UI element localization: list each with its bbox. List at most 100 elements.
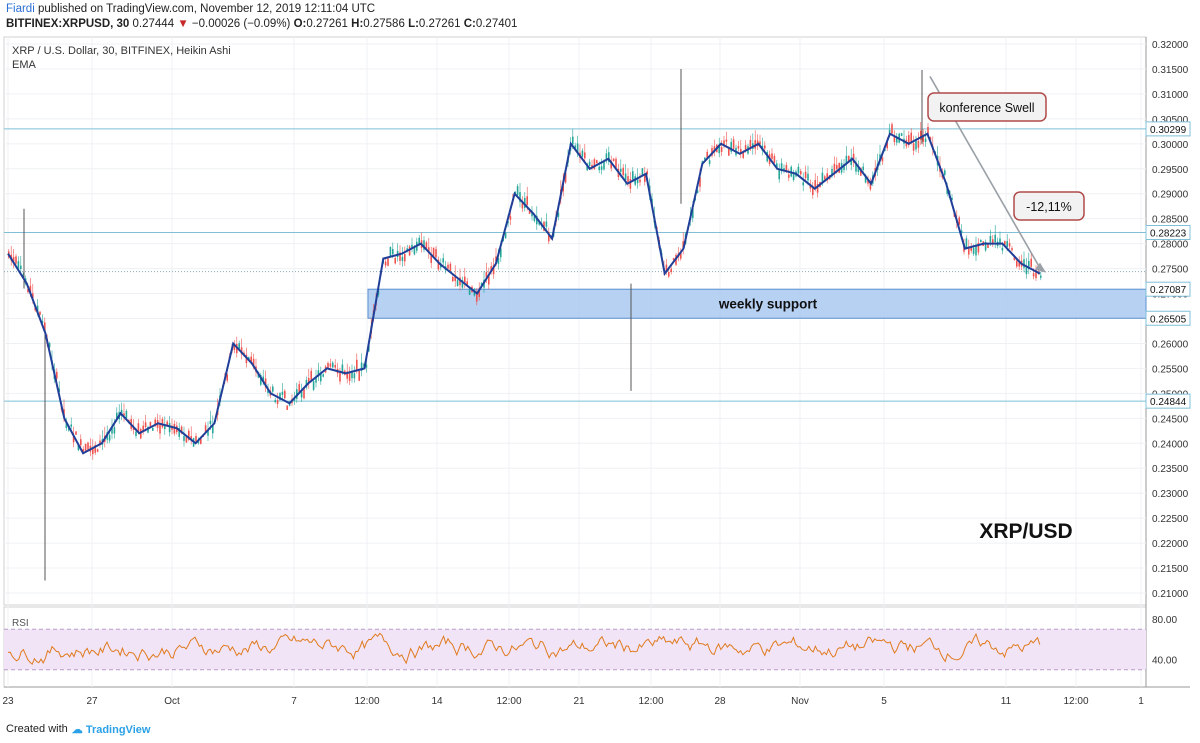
created-with-text: Created with: [6, 723, 68, 735]
candle-body: [612, 158, 615, 162]
candle-body: [826, 173, 828, 181]
candle-body: [308, 378, 310, 384]
candle-body: [418, 237, 420, 245]
candle-body: [1008, 243, 1011, 247]
candle-body: [411, 244, 413, 248]
annotations[interactable]: konference Swell -12,11%: [927, 76, 1085, 273]
high-value: 0.27586: [363, 18, 405, 30]
candle-body: [718, 144, 720, 154]
candle-body: [252, 358, 255, 367]
main-pane-frame: [3, 36, 1147, 606]
candle-body: [812, 188, 814, 195]
time-tick-label: 5: [881, 696, 887, 707]
support-zone-rect[interactable]: [367, 288, 1147, 319]
candle-body: [274, 400, 276, 403]
candle-body: [233, 345, 236, 350]
candle-body: [989, 235, 992, 243]
candle-body: [893, 136, 896, 143]
candle-body: [428, 247, 430, 254]
candle-body: [867, 180, 869, 184]
price-label-text: 0.30299: [1150, 125, 1187, 136]
candle-body: [548, 232, 550, 242]
candle-body: [447, 264, 449, 269]
ema-line[interactable]: [7, 132, 1041, 455]
author-name[interactable]: Fiardi: [6, 3, 35, 15]
candle-body: [862, 166, 864, 170]
candle-body: [591, 164, 593, 168]
candle-body: [992, 239, 994, 245]
candle-body: [720, 147, 723, 152]
time-tick-label: 27: [86, 696, 98, 707]
candle-body: [166, 421, 168, 426]
price-label-box: [1145, 393, 1191, 409]
price-tick-label: 0.28000: [1152, 240, 1189, 251]
candle-body: [912, 143, 915, 151]
candle-body: [56, 371, 58, 379]
event-callout-box[interactable]: [927, 92, 1047, 122]
time-tick-label: 7: [291, 696, 297, 707]
candle-body: [461, 280, 464, 288]
candle-body: [449, 263, 452, 271]
drop-callout-box[interactable]: [1013, 191, 1085, 221]
candle-body: [668, 271, 670, 277]
candle-body: [264, 378, 267, 388]
candle-body: [1028, 260, 1030, 270]
candle-body: [70, 424, 72, 427]
rsi-line[interactable]: [7, 632, 1041, 666]
time-tick-label: Nov: [791, 696, 809, 707]
candle-body: [298, 384, 300, 392]
candle-body: [869, 180, 872, 190]
candle-body: [125, 410, 128, 419]
time-tick-label: 12:00: [354, 696, 379, 707]
price-tick-label: 0.30000: [1152, 140, 1189, 151]
candle-body: [387, 258, 389, 266]
candle-body: [140, 429, 142, 439]
candle-body: [987, 244, 989, 248]
time-tick-label: 12:00: [496, 696, 521, 707]
candle-body: [152, 427, 154, 431]
price-tick-label: 0.31500: [1152, 65, 1189, 76]
candle-body: [406, 248, 408, 251]
candle-body: [788, 174, 790, 178]
candle-body: [821, 172, 824, 183]
rsi-tick-label: 40.00: [1152, 656, 1177, 667]
candle-body: [346, 371, 348, 379]
price-tick-label: 0.21000: [1152, 589, 1189, 600]
event-callout-label: konference Swell: [939, 101, 1034, 115]
tradingview-logo[interactable]: ☁ TradingView: [71, 723, 151, 736]
horizontal-levels[interactable]: [4, 128, 1146, 402]
candle-body: [75, 431, 77, 435]
time-axis[interactable]: 23 27 Oct 7 12:00 14 12:00 21 12:00 28 Nov 5 11 12:00…: [2, 696, 1144, 707]
candle-body: [108, 434, 111, 441]
candle-body: [672, 258, 675, 261]
candle-body: [951, 197, 953, 200]
price-label-text: 0.24844: [1150, 397, 1187, 408]
candle-body: [432, 247, 435, 258]
candle-body: [636, 177, 639, 184]
candle-body: [924, 138, 927, 142]
weekly-support-zone[interactable]: weekly support: [367, 288, 1147, 319]
price-label-text: 0.28223: [1150, 229, 1187, 240]
candle-body: [521, 202, 524, 209]
candle-body: [1004, 241, 1006, 245]
candle-body: [149, 421, 152, 428]
candle-body: [272, 386, 274, 392]
candle-body: [776, 163, 778, 169]
candle-body: [900, 133, 903, 136]
candle-body: [39, 311, 41, 315]
price-label-box: [1145, 121, 1191, 137]
candle-body: [696, 190, 699, 193]
candle-body: [159, 424, 161, 434]
candle-body: [864, 175, 867, 183]
candle-body: [358, 370, 360, 381]
candle-body: [644, 173, 646, 182]
candle-body: [96, 449, 99, 452]
drop-callout-label: -12,11%: [1026, 200, 1072, 214]
price-label-text: 0.26505: [1150, 314, 1187, 325]
time-tick-label: 1: [1138, 696, 1144, 707]
candle-body: [65, 422, 68, 429]
time-tick-label: 11: [1001, 696, 1012, 707]
candle-body: [917, 140, 920, 148]
candle-body: [754, 140, 756, 149]
